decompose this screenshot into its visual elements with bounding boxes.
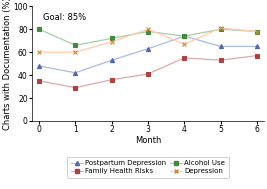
Legend: Postpartum Depression, Family Health Risks, Alcohol Use, Depression: Postpartum Depression, Family Health Ris…	[67, 156, 229, 178]
X-axis label: Month: Month	[135, 136, 161, 145]
Text: Goal: 85%: Goal: 85%	[44, 13, 87, 22]
Y-axis label: Charts with Documentation (%): Charts with Documentation (%)	[3, 0, 12, 130]
